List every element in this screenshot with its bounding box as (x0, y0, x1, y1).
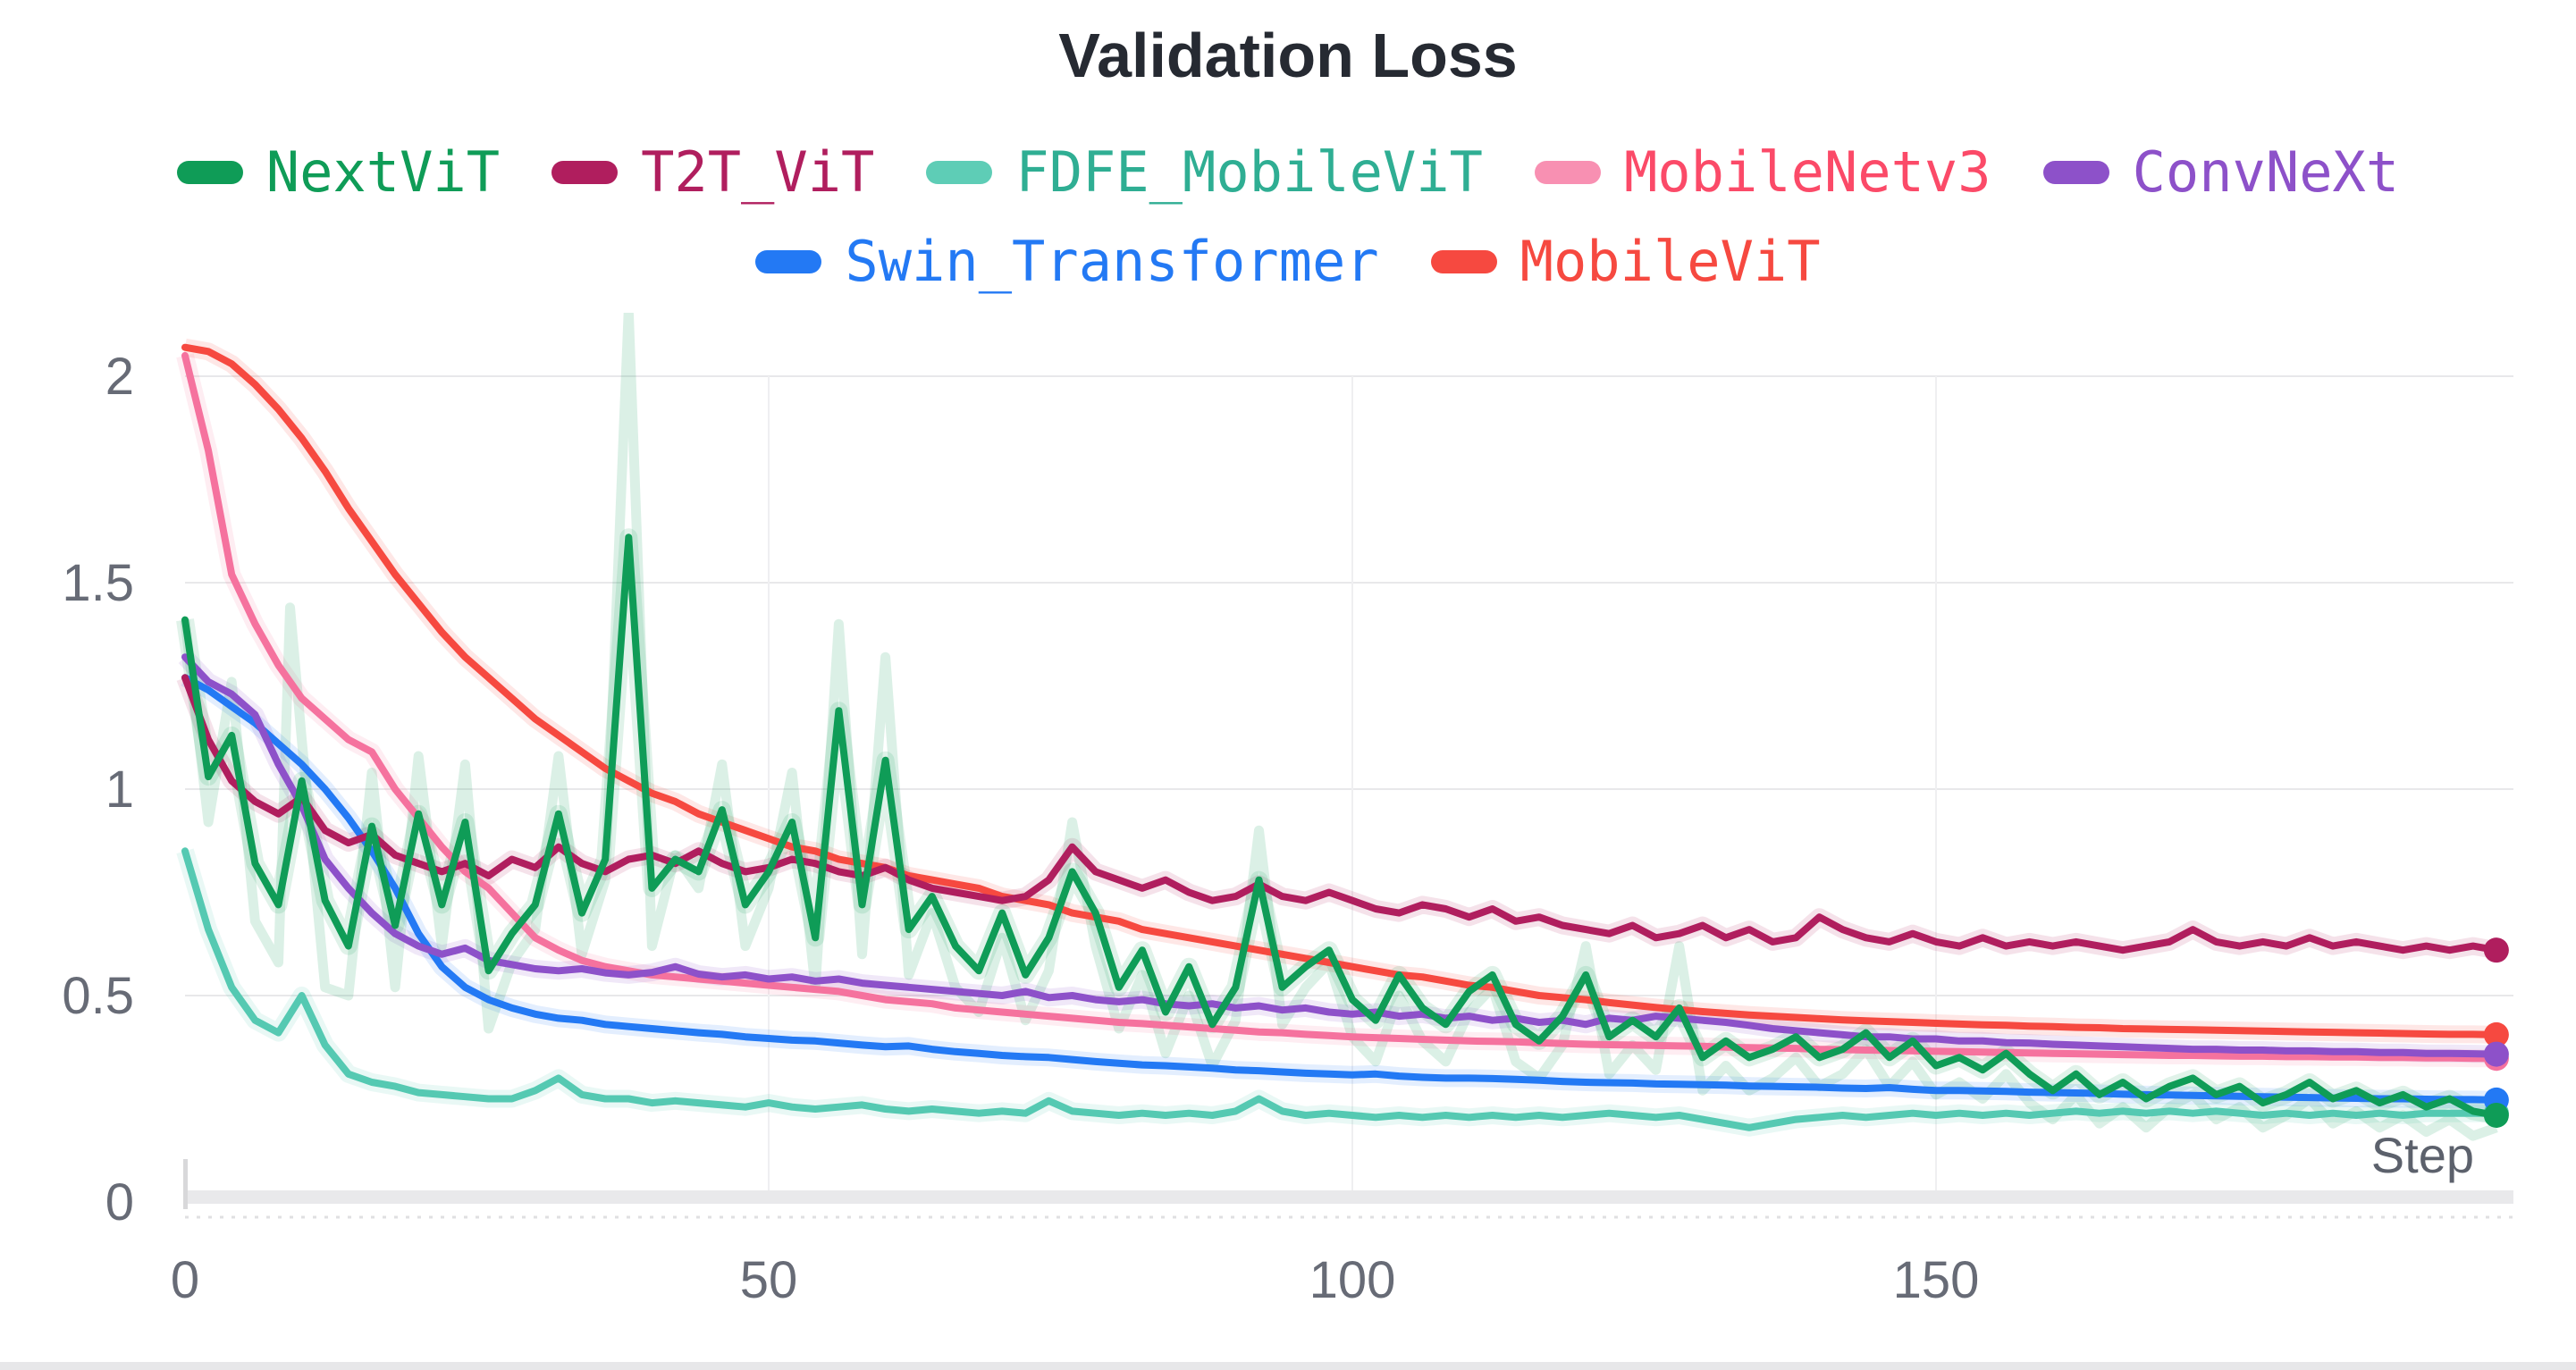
legend-label-MobileViT: MobileViT (1520, 229, 1821, 294)
legend-label-MobileNetv3: MobileNetv3 (1623, 139, 1991, 205)
legend-item-MobileViT[interactable]: MobileViT (1430, 229, 1821, 294)
legend-item-T2T_ViT[interactable]: T2T_ViT (551, 145, 874, 200)
x-tick-label-150: 150 (1893, 1251, 1980, 1309)
legend-item-MobileNetv3[interactable]: MobileNetv3 (1534, 139, 1991, 205)
x-tick-label-100: 100 (1309, 1251, 1396, 1309)
series-endpoint-MobileViT[interactable] (2483, 1021, 2509, 1047)
series-line-NextViT[interactable] (181, 534, 2500, 1119)
legend-label-T2T_ViT: T2T_ViT (641, 139, 875, 205)
legend-label-Swin_Transformer: Swin_Transformer (845, 229, 1379, 294)
legend-label-ConvNeXt: ConvNeXt (2132, 139, 2400, 205)
legend-label-FDFE_MobileViT: FDFE_MobileViT (1015, 139, 1483, 205)
series-line-MobileViT[interactable] (181, 343, 2500, 1038)
series-line-Swin_Transformer[interactable] (181, 674, 2500, 1104)
legend-item-ConvNeXt[interactable]: ConvNeXt (2042, 139, 2400, 205)
legend-item-FDFE_MobileViT[interactable]: FDFE_MobileViT (926, 145, 1483, 200)
legend-item-Swin_Transformer[interactable]: Swin_Transformer (755, 229, 1379, 294)
x-axis-title: Step (2371, 1127, 2474, 1183)
legend-swatch-icon-MobileViT (1430, 250, 1497, 273)
series-line-FDFE_MobileViT[interactable] (181, 847, 2500, 1131)
panel-bottom-divider (0, 1362, 2576, 1370)
legend-swatch-icon-MobileNetv3 (1534, 161, 1601, 184)
series-endpoint-T2T_ViT[interactable] (2483, 937, 2509, 963)
chart-title: Validation Loss (1058, 21, 1518, 90)
y-tick-label-2: 2 (105, 348, 134, 406)
x-axis-origin-tick (183, 1159, 188, 1209)
legend-swatch-icon-Swin_Transformer (755, 250, 822, 273)
series-endpoint-ConvNeXt[interactable] (2483, 1041, 2509, 1067)
y-tick-label-1: 1 (105, 761, 134, 819)
legend-swatch-icon-FDFE_MobileViT (926, 161, 993, 184)
x-tick-label-50: 50 (740, 1251, 798, 1309)
legend-swatch-icon-NextViT (176, 161, 243, 184)
legend-row-2: Swin_Transformer MobileViT (0, 234, 2576, 290)
legend-swatch-icon-T2T_ViT (551, 161, 619, 184)
legend-swatch-icon-ConvNeXt (2042, 161, 2109, 184)
x-axis-line (185, 1190, 2513, 1204)
series-line-ConvNeXt[interactable] (181, 653, 2500, 1058)
y-tick-label-0.5: 0.5 (62, 967, 134, 1025)
series-lines (176, 313, 2509, 1141)
legend-item-NextViT[interactable]: NextViT (176, 139, 501, 205)
series-line-MobileNetv3[interactable] (181, 351, 2500, 1063)
x-tick-label-0: 0 (171, 1251, 199, 1309)
legend-label-NextViT: NextViT (265, 139, 501, 205)
y-tick-label-1.5: 1.5 (62, 554, 134, 612)
y-tick-label-0: 0 (105, 1173, 134, 1231)
legend-row-1: NextViT T2T_ViT FDFE_MobileViT MobileNetv3 C… (0, 145, 2576, 200)
series-endpoint-NextViT[interactable] (2483, 1102, 2509, 1128)
